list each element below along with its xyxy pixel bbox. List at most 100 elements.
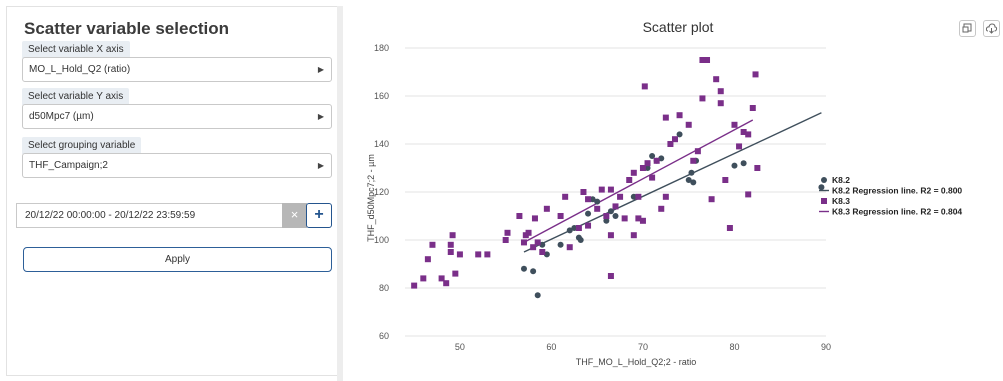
data-point [754, 165, 761, 171]
data-point [411, 282, 418, 289]
x-tick-label: 90 [821, 342, 831, 352]
data-point [690, 157, 697, 164]
data-point [745, 131, 752, 138]
data-point [635, 193, 642, 200]
y-tick-label: 120 [374, 187, 389, 197]
data-point [534, 292, 541, 299]
data-point [594, 198, 601, 205]
data-point [649, 174, 656, 181]
data-point [562, 193, 569, 200]
data-point [626, 177, 633, 183]
y-axis-select[interactable]: d50Mpc7 (µm) ▶ [22, 104, 332, 129]
data-point [557, 241, 564, 248]
data-point [525, 229, 532, 236]
data-point [607, 186, 614, 193]
legend-label: K8.3 Regression line. R2 = 0.804 [832, 207, 962, 217]
y-axis-value: d50Mpc7 (µm) [29, 111, 94, 122]
data-point [717, 100, 724, 107]
x-axis-value: MO_L_Hold_Q2 (ratio) [29, 64, 131, 75]
data-points [411, 57, 825, 299]
data-point [516, 213, 523, 219]
data-point [621, 215, 628, 222]
date-range-input[interactable]: 20/12/22 00:00:00 - 20/12/22 23:59:59 [16, 203, 282, 228]
data-point [736, 143, 743, 150]
data-point [612, 213, 619, 219]
data-point [594, 205, 601, 212]
data-point [557, 213, 564, 219]
chart-panel: Scatter plot 60 80 100 120 140 160 180 50 60 70 8… [337, 6, 1003, 381]
data-point [644, 160, 651, 167]
legend-marker [821, 177, 827, 183]
data-point [641, 83, 648, 90]
data-point [530, 244, 537, 251]
scatter-chart: Scatter plot 60 80 100 120 140 160 180 50 60 70 8… [366, 19, 962, 367]
data-point [713, 76, 720, 83]
data-point [749, 105, 756, 111]
data-point [585, 196, 592, 203]
add-date-button[interactable]: + [306, 203, 332, 228]
data-point [722, 177, 729, 183]
data-point [658, 155, 665, 162]
data-point [447, 249, 454, 255]
data-point [575, 225, 582, 231]
data-point [676, 131, 683, 138]
x-axis-label: THF_MO_L_Hold_Q2;2 - ratio [576, 357, 697, 367]
dropdown-arrow-icon: ▶ [317, 161, 324, 170]
download-button[interactable] [983, 20, 1000, 37]
data-point [671, 136, 678, 143]
apply-button[interactable]: Apply [23, 247, 332, 272]
data-point [745, 191, 752, 198]
expand-icon [962, 23, 972, 33]
data-point [520, 265, 527, 272]
data-point [539, 241, 546, 248]
data-point [690, 179, 697, 186]
expand-button[interactable] [959, 20, 976, 37]
data-point [447, 241, 454, 248]
data-point [699, 95, 706, 102]
y-tick-label: 140 [374, 139, 389, 149]
legend-label: K8.2 [832, 175, 850, 185]
data-point [539, 249, 546, 255]
data-point [429, 241, 436, 248]
data-point [530, 268, 537, 275]
data-point [726, 225, 733, 231]
x-tick-label: 70 [638, 342, 648, 352]
legend-label: K8.2 Regression line. R2 = 0.800 [832, 186, 962, 196]
data-point [566, 244, 573, 251]
chart-title: Scatter plot [643, 19, 714, 35]
data-point [658, 205, 665, 212]
data-point [607, 273, 614, 279]
data-point [639, 217, 646, 224]
data-point [630, 169, 637, 176]
data-point [649, 153, 656, 159]
data-point [504, 229, 511, 236]
data-point [475, 251, 482, 258]
data-point [704, 57, 711, 63]
variable-selection-panel: Scatter variable selection Select variab… [6, 6, 338, 376]
legend-label: K8.3 [832, 196, 850, 206]
data-point [667, 141, 674, 147]
data-point [571, 225, 578, 231]
dropdown-arrow-icon: ▶ [317, 65, 324, 74]
legend[interactable]: K8.2K8.2 Regression line. R2 = 0.800K8.3… [819, 175, 962, 217]
clear-date-button[interactable]: × [282, 203, 307, 228]
data-point [688, 169, 695, 176]
data-point [589, 196, 596, 203]
x-tick-label: 80 [729, 342, 739, 352]
data-point [543, 205, 550, 212]
data-point [662, 193, 669, 200]
data-point [566, 227, 573, 234]
data-point [635, 215, 642, 222]
data-point [438, 275, 445, 282]
x-tick-label: 50 [455, 342, 465, 352]
x-axis-select[interactable]: MO_L_Hold_Q2 (ratio) ▶ [22, 57, 332, 82]
y-axis-label: THF_d50Mpc7;2 - µm [366, 154, 376, 242]
data-point [617, 193, 624, 200]
data-point [585, 210, 592, 217]
data-point [699, 57, 706, 63]
grouping-select[interactable]: THF_Campaign;2 ▶ [22, 153, 332, 178]
grouping-value: THF_Campaign;2 [29, 160, 108, 171]
data-point [520, 239, 527, 246]
data-point [424, 256, 431, 263]
y-tick-label: 180 [374, 43, 389, 53]
